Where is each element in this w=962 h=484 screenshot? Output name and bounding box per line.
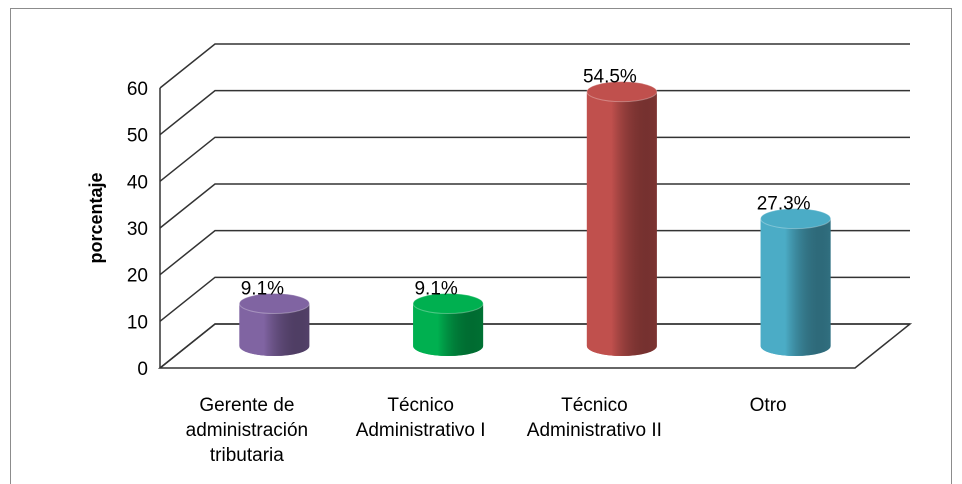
y-tick-label: 60	[127, 79, 148, 100]
cylinder-shade	[760, 218, 831, 357]
grid-line	[159, 229, 910, 276]
x-tick-label: Técnico Administrativo I	[355, 395, 486, 441]
y-tick-label: 10	[127, 312, 148, 333]
y-tick-label: 50	[127, 126, 148, 147]
cylinder-top	[412, 293, 484, 315]
y-tick-label: 30	[127, 219, 148, 240]
cylinder-top	[238, 293, 310, 315]
value-label: 9.1%	[414, 279, 457, 300]
grid-line	[159, 183, 910, 229]
cylinder-shade	[413, 303, 484, 357]
cylinder-shade	[239, 303, 310, 357]
y-tick-label: 0	[137, 359, 148, 380]
cylinder-top	[586, 81, 658, 103]
cylinder-top	[760, 208, 832, 230]
grid-line	[159, 136, 910, 182]
value-label: 27.3%	[757, 194, 811, 215]
grid-line	[159, 276, 910, 322]
x-tick-label: Otro	[749, 395, 787, 416]
x-tick-label: Técnico Administrativo II	[526, 395, 662, 441]
y-axis-label: porcentaje	[86, 172, 106, 263]
grid-line	[159, 323, 910, 369]
cylinder-shade	[586, 91, 657, 357]
value-label: 9.1%	[241, 279, 284, 300]
value-label: 54.5%	[583, 67, 637, 88]
grid-line	[159, 43, 910, 89]
y-tick-label: 40	[127, 172, 148, 193]
chart-frame	[10, 8, 952, 484]
y-tick-label: 20	[127, 266, 148, 287]
x-tick-label: Gerente de administración tributaria	[185, 395, 309, 466]
grid-line	[159, 89, 910, 136]
